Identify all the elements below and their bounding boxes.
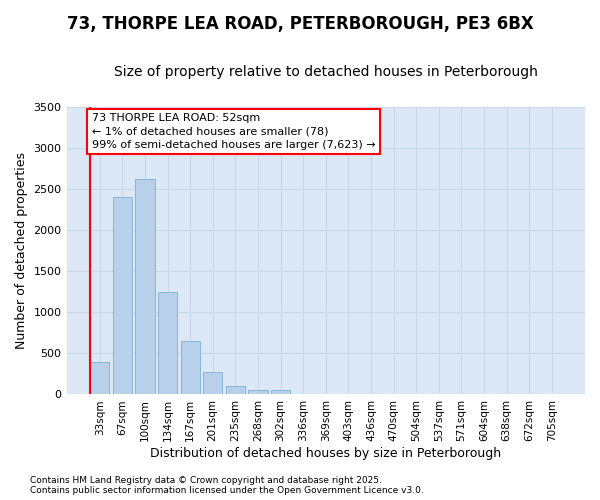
Bar <box>136 179 155 394</box>
Bar <box>113 197 132 394</box>
X-axis label: Distribution of detached houses by size in Peterborough: Distribution of detached houses by size … <box>150 447 502 460</box>
Text: Contains HM Land Registry data © Crown copyright and database right 2025.
Contai: Contains HM Land Registry data © Crown c… <box>30 476 424 495</box>
Title: Size of property relative to detached houses in Peterborough: Size of property relative to detached ho… <box>114 65 538 79</box>
Bar <box>226 386 245 394</box>
Bar <box>90 362 109 394</box>
Bar <box>181 341 200 394</box>
Bar <box>248 390 268 394</box>
Bar <box>271 390 290 394</box>
Text: 73 THORPE LEA ROAD: 52sqm
← 1% of detached houses are smaller (78)
99% of semi-d: 73 THORPE LEA ROAD: 52sqm ← 1% of detach… <box>92 113 376 150</box>
Bar <box>158 292 177 395</box>
Y-axis label: Number of detached properties: Number of detached properties <box>15 152 28 349</box>
Bar <box>203 372 223 394</box>
Text: 73, THORPE LEA ROAD, PETERBOROUGH, PE3 6BX: 73, THORPE LEA ROAD, PETERBOROUGH, PE3 6… <box>67 15 533 33</box>
